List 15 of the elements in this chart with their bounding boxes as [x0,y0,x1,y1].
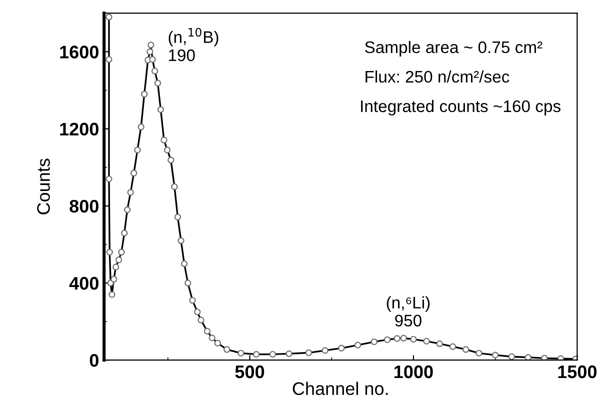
x-tick-label: 500 [235,365,264,378]
y-axis-title: Counts [37,158,50,214]
x-tick-label: 1500 [558,365,597,378]
y-tick-label: 1600 [60,46,98,58]
x-tick-label: 1000 [394,365,433,378]
x-axis-title: Channel no. [292,382,388,396]
annotation: Flux: 250 n/cm²/sec [366,70,510,83]
annotation: (n,$^{10}$B) 190 [168,28,218,62]
y-tick-label: 800 [70,200,98,213]
annotation: Sample area ~ 0.75 cm² [365,40,542,56]
y-tick-label: 1200 [60,122,98,136]
y-tick-label: 0 [90,354,98,367]
annotation: Integrated counts ~160 cps [361,100,560,116]
annotation: (n,⁶Li) 950 [386,296,430,326]
y-tick-label: 400 [69,276,98,290]
